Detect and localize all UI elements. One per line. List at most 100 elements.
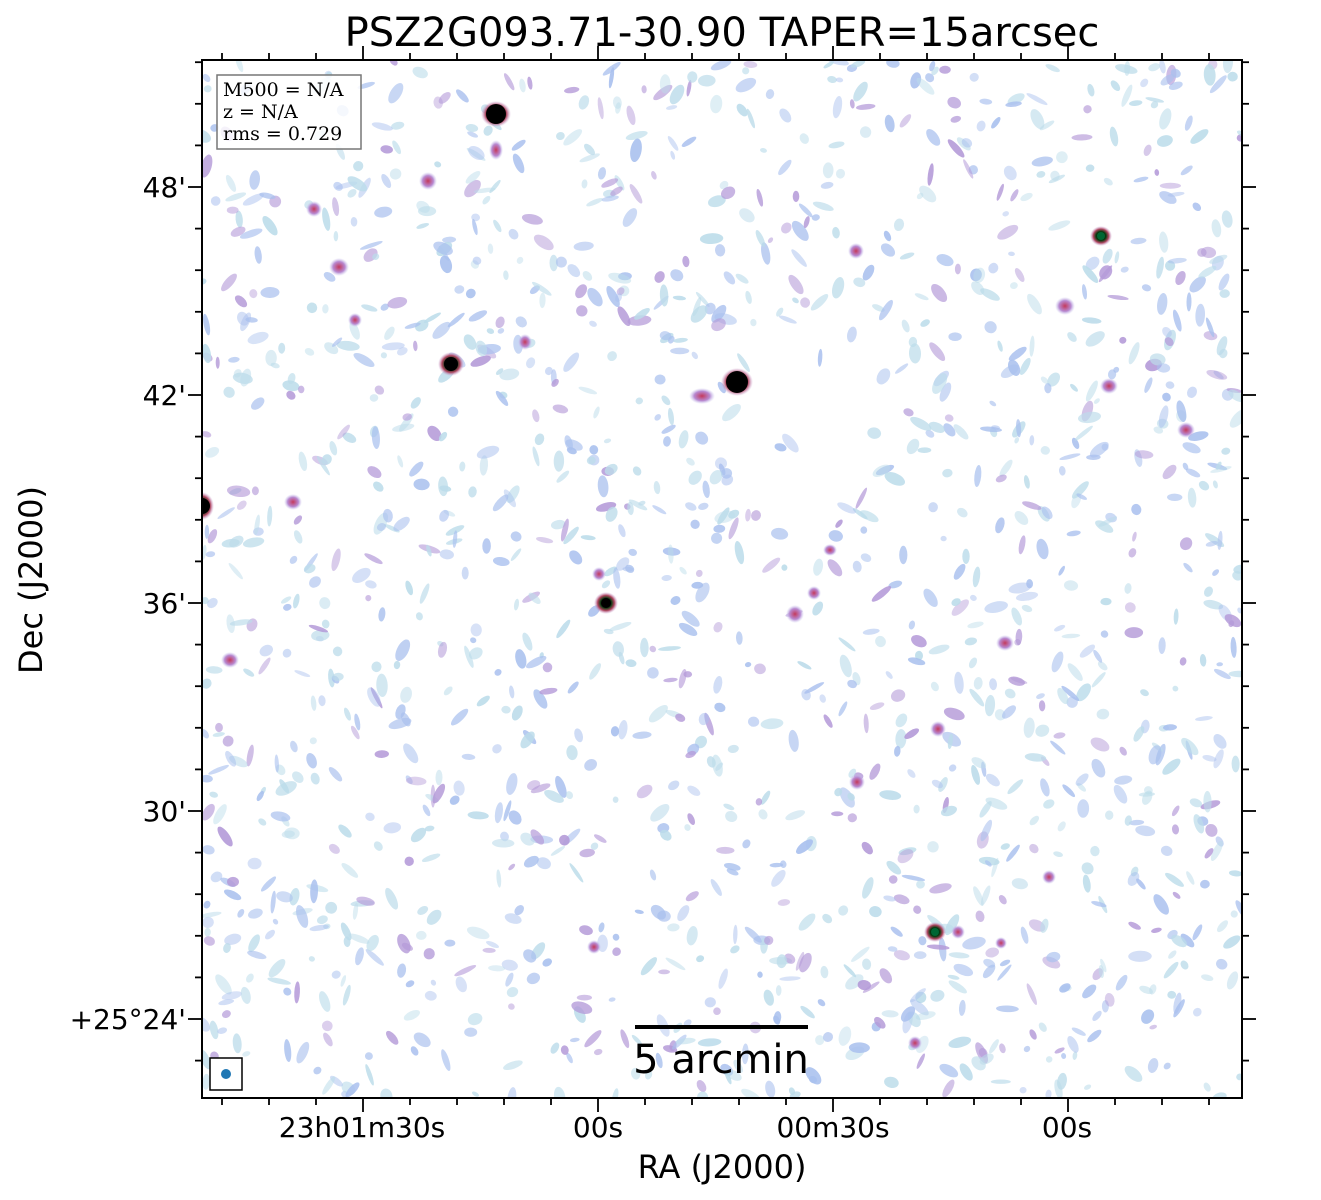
noise-blob — [1179, 537, 1193, 551]
noise-blob — [366, 934, 379, 952]
noise-blob — [901, 874, 926, 882]
noise-blob — [903, 408, 914, 417]
noise-blob — [1038, 1022, 1047, 1032]
noise-blob — [1213, 734, 1227, 749]
noise-blob — [473, 187, 496, 194]
noise-blob — [589, 320, 597, 327]
noise-blob — [1104, 992, 1115, 1007]
noise-blob — [526, 972, 541, 985]
noise-blob — [1095, 520, 1114, 533]
radio-source-core — [601, 598, 611, 608]
noise-blob — [1039, 120, 1055, 131]
noise-blob — [208, 764, 229, 775]
noise-blob — [243, 668, 255, 677]
noise-blob — [654, 374, 666, 385]
noise-blob — [711, 754, 723, 777]
noise-blob — [610, 726, 620, 737]
noise-blob — [589, 445, 599, 455]
noise-blob — [989, 678, 998, 691]
noise-blob — [884, 1076, 899, 1089]
noise-blob — [1023, 475, 1030, 489]
noise-blob — [658, 969, 670, 975]
noise-blob — [606, 285, 620, 308]
noise-blob — [251, 397, 265, 410]
noise-blob — [626, 105, 636, 126]
noise-blob — [915, 1011, 936, 1020]
noise-blob — [590, 842, 599, 850]
noise-blob — [1189, 798, 1203, 808]
noise-blob — [995, 474, 1007, 483]
noise-blob — [1193, 814, 1205, 834]
noise-blob — [203, 85, 212, 93]
noise-blob — [365, 1064, 374, 1086]
noise-blob — [743, 61, 758, 68]
noise-blob — [466, 926, 490, 940]
noise-blob — [1044, 383, 1052, 394]
noise-blob — [601, 195, 619, 202]
noise-blob — [464, 645, 474, 668]
noise-blob — [225, 750, 237, 767]
noise-blob — [1091, 900, 1107, 908]
noise-blob — [667, 923, 680, 932]
noise-blob — [681, 136, 697, 147]
noise-blob — [495, 316, 505, 329]
noise-blob — [380, 1088, 393, 1098]
scale-bar: 5 arcmin — [633, 1025, 809, 1083]
noise-blob — [888, 875, 898, 884]
noise-blob — [534, 433, 545, 446]
noise-blob — [1215, 461, 1222, 470]
noise-blob — [1173, 608, 1179, 625]
noise-blob — [417, 906, 429, 915]
noise-blob — [485, 940, 500, 949]
noise-blob — [951, 598, 961, 607]
noise-blob — [467, 811, 489, 820]
noise-blob — [726, 868, 739, 876]
noise-blob — [313, 1066, 322, 1075]
noise-blob — [685, 502, 697, 511]
noise-blob — [1210, 466, 1232, 473]
noise-blob — [476, 445, 500, 459]
noise-blob — [1081, 317, 1102, 324]
noise-blob — [863, 713, 869, 734]
noise-blob — [493, 219, 502, 233]
x-tick-label: 00m30s — [776, 1111, 889, 1144]
noise-blob — [862, 877, 874, 899]
noise-blob — [884, 472, 906, 486]
noise-blob — [290, 740, 298, 753]
noise-blob — [415, 612, 423, 621]
noise-blob — [322, 304, 329, 314]
noise-blob — [513, 598, 520, 611]
noise-blob — [204, 927, 211, 937]
noise-blob — [604, 566, 618, 577]
noise-blob — [805, 1067, 822, 1085]
noise-blob — [512, 153, 525, 174]
noise-blob — [1031, 156, 1053, 167]
noise-blob — [985, 773, 1000, 787]
noise-blob — [1205, 823, 1218, 837]
noise-blob — [616, 557, 630, 571]
noise-blob — [342, 432, 357, 443]
noise-blob — [666, 105, 678, 110]
noise-blob — [1168, 81, 1183, 91]
noise-blob — [218, 999, 235, 1006]
noise-blob — [247, 331, 269, 345]
noise-blob — [978, 856, 1000, 866]
noise-blob — [1071, 481, 1089, 499]
noise-blob — [853, 277, 866, 288]
noise-blob — [925, 73, 935, 83]
noise-blob — [523, 855, 539, 868]
noise-blob — [405, 776, 427, 786]
radio-source — [1055, 297, 1075, 315]
noise-blob — [1226, 971, 1239, 990]
noise-blob — [1011, 607, 1023, 626]
noise-blob — [1182, 462, 1189, 471]
noise-blob — [925, 429, 935, 438]
noise-blob — [603, 438, 612, 444]
noise-blob — [947, 733, 954, 750]
noise-blob — [539, 292, 546, 309]
noise-blob — [650, 804, 670, 822]
noise-blob — [723, 803, 735, 811]
x-tick-label: 23h01m30s — [279, 1111, 446, 1144]
noise-blob — [608, 67, 615, 89]
noise-blob — [202, 343, 212, 364]
